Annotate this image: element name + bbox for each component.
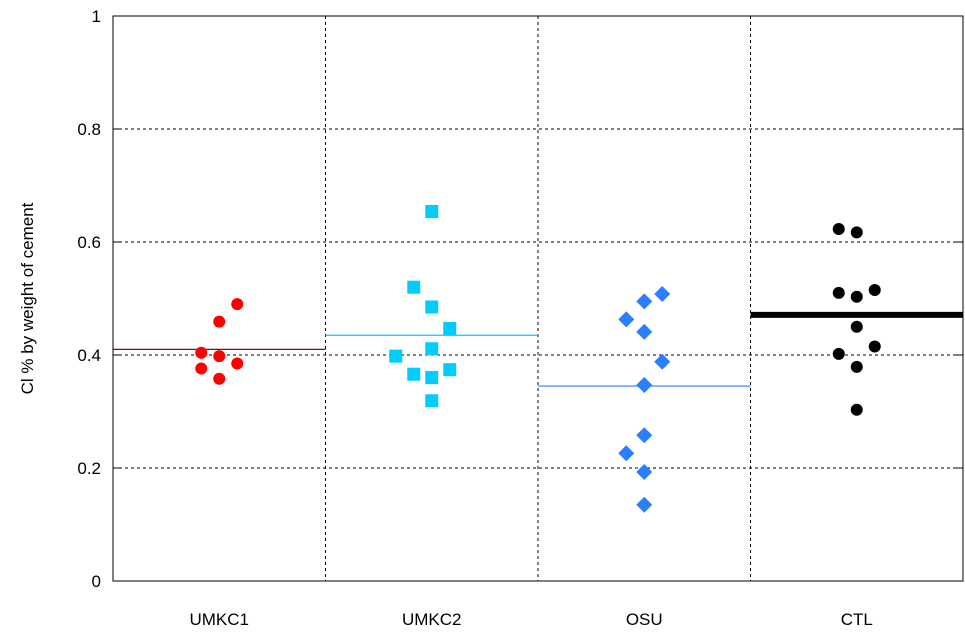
y-tick-label: 0.8 (77, 120, 101, 139)
data-point (231, 298, 244, 311)
data-point (850, 360, 863, 373)
x-tick-label: OSU (626, 610, 663, 629)
data-point (213, 350, 226, 363)
data-point (832, 286, 845, 299)
plot-frame-layer (112, 15, 964, 582)
plot-frame (112, 15, 964, 582)
data-point (832, 347, 845, 360)
data-point (195, 362, 208, 375)
data-point (850, 290, 863, 303)
data-point (425, 300, 439, 314)
y-tick-label: 0.2 (77, 459, 101, 478)
data-point (636, 463, 653, 480)
data-point (636, 293, 653, 310)
data-point (636, 376, 653, 393)
data-point (425, 204, 439, 218)
data-point (636, 427, 653, 444)
data-point (213, 315, 226, 328)
data-point (850, 403, 863, 416)
y-tick-label: 0.4 (77, 346, 101, 365)
data-point (213, 372, 226, 385)
data-point (443, 363, 457, 377)
data-point (636, 496, 653, 513)
data-point (832, 223, 845, 236)
data-point (425, 371, 439, 385)
data-point (618, 445, 635, 462)
grid-layer (113, 15, 963, 582)
y-tick-label: 0.6 (77, 233, 101, 252)
data-point (389, 349, 403, 363)
data-point (850, 320, 863, 333)
data-point (407, 367, 421, 381)
x-tick-label: UMKC2 (402, 610, 462, 629)
data-point (654, 285, 671, 302)
data-point (231, 357, 244, 370)
data-point (868, 284, 881, 297)
data-point (195, 346, 208, 359)
data-point (443, 321, 457, 335)
mean-lines-layer (113, 311, 963, 387)
y-axis-title: Cl % by weight of cement (18, 202, 37, 394)
data-point (425, 342, 439, 356)
x-tick-label: UMKC1 (189, 610, 249, 629)
data-point (636, 323, 653, 340)
data-point (407, 280, 421, 294)
y-tick-label: 1 (92, 7, 101, 26)
y-tick-label: 0 (92, 572, 101, 591)
tick-labels-layer: 0 0.2 0.4 0.6 0.8 1 UMKC1 UMKC2 OSU CTL (77, 7, 872, 629)
data-point (868, 340, 881, 353)
data-point (618, 311, 635, 328)
data-points-layer (195, 204, 881, 513)
x-tick-label: CTL (841, 610, 873, 629)
data-point (654, 353, 671, 370)
data-point (425, 394, 439, 408)
data-point (850, 226, 863, 239)
